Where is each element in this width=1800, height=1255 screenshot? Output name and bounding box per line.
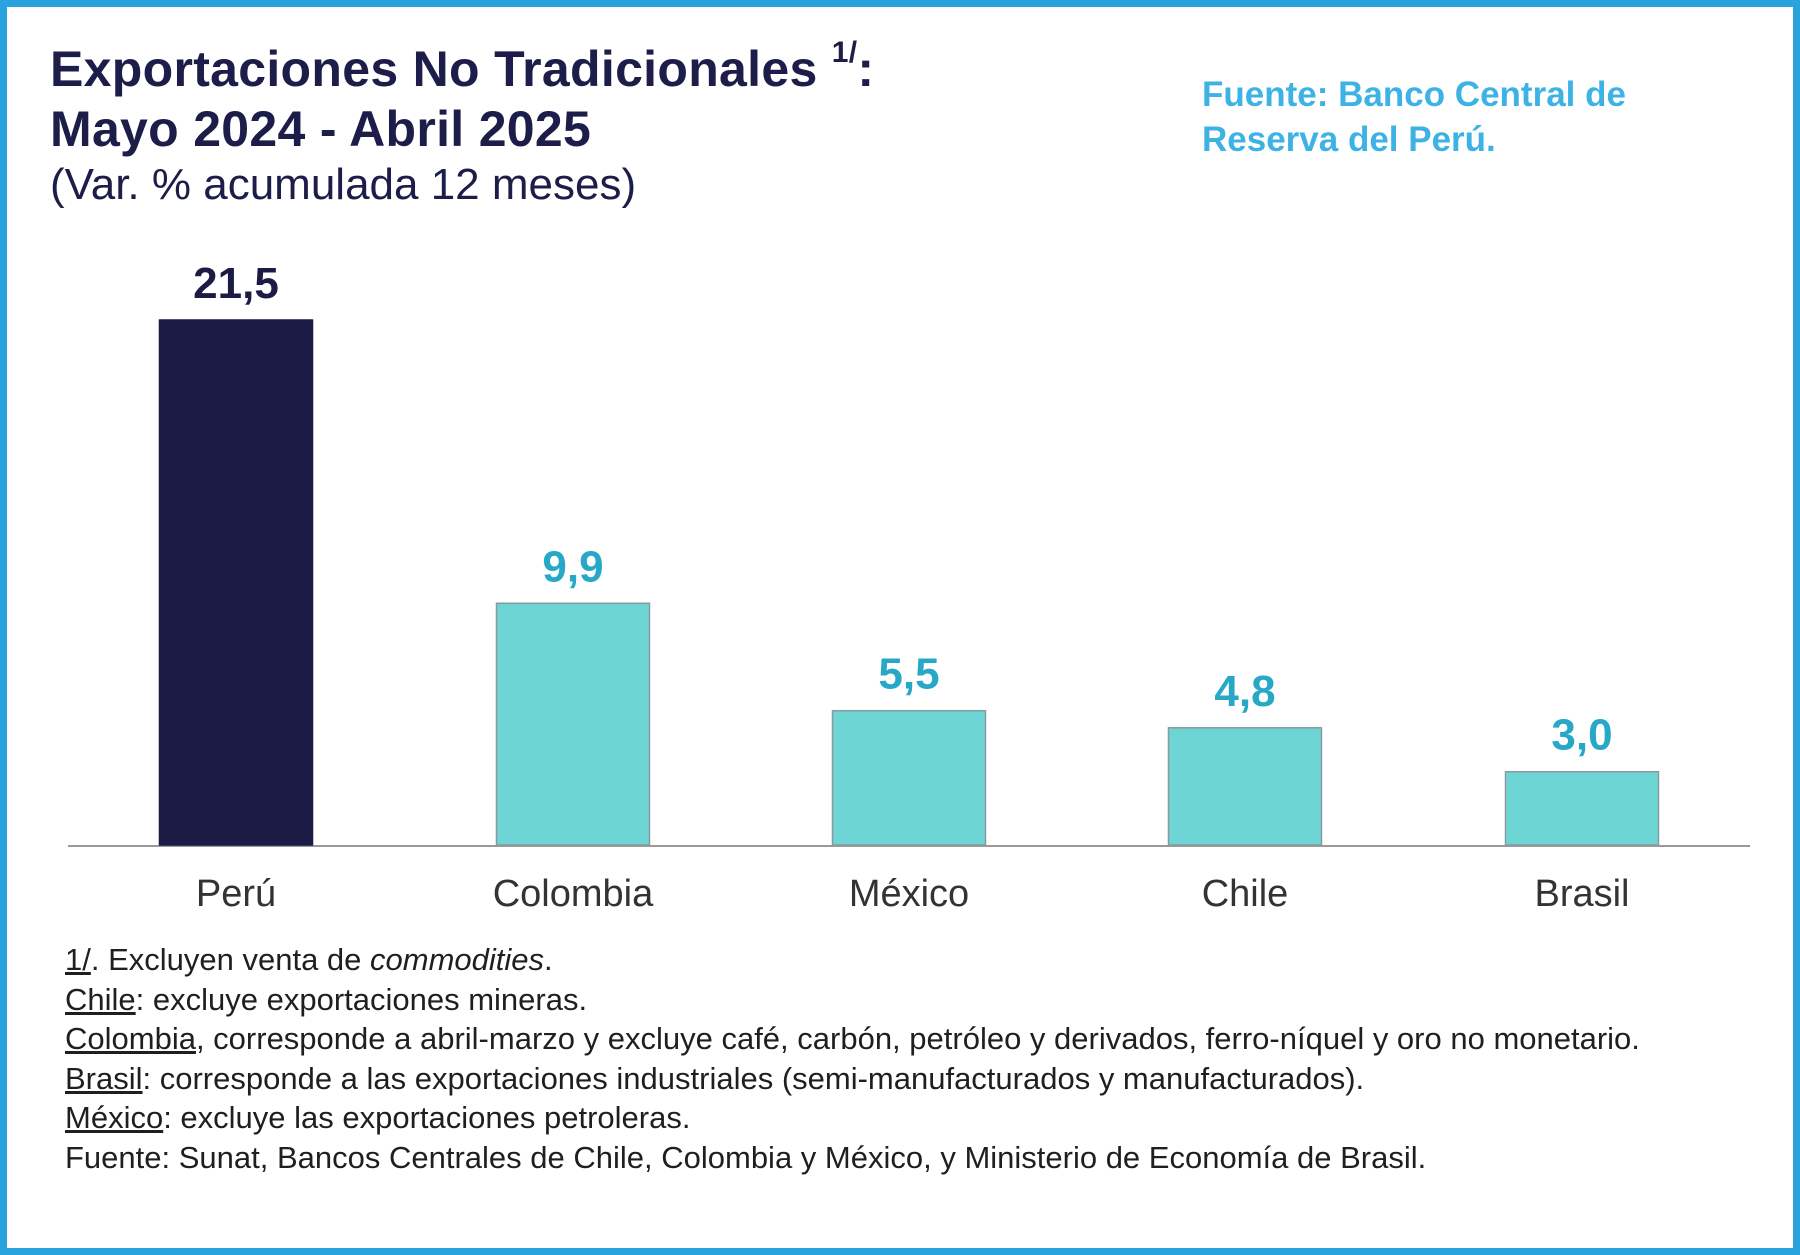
footnotes: 1/. Excluyen venta de commodities. Chile… [65, 940, 1765, 1177]
chart-title-line1: Exportaciones No Tradicionales 1/: [50, 36, 875, 97]
bar-colombia [495, 602, 651, 846]
footnote-1: 1/. Excluyen venta de commodities. [65, 942, 553, 977]
data-label-chile: 4,8 [1214, 667, 1275, 716]
footnote-chile: Chile: excluye exportaciones mineras. [65, 981, 588, 1017]
chart-title-line2: Mayo 2024 - Abril 2025 [50, 101, 592, 157]
source-note-top: Fuente: Banco Central de Reserva del Per… [1202, 75, 1626, 159]
bar-brasil [1504, 770, 1660, 846]
bar-perú [158, 319, 314, 846]
footnote-source: Fuente: Sunat, Bancos Centrales de Chile… [65, 1139, 1427, 1175]
footnote-brasil: Brasil: corresponde a las exportaciones … [65, 1060, 1365, 1096]
footnote-colombia: Colombia, corresponde a abril-marzo y ex… [65, 1021, 1640, 1056]
category-label-perú: Perú [196, 873, 276, 915]
data-label-méxico: 5,5 [878, 650, 939, 699]
bar-chile [1167, 727, 1323, 846]
category-label-chile: Chile [1202, 873, 1289, 915]
category-label-méxico: México [849, 873, 969, 915]
bar-méxico [831, 709, 987, 846]
category-label-brasil: Brasil [1534, 873, 1629, 915]
data-label-perú: 21,5 [193, 259, 279, 308]
footnote-mexico: México: excluye las exportaciones petrol… [65, 1100, 691, 1135]
chart-subtitle: (Var. % acumulada 12 meses) [50, 160, 637, 209]
data-label-brasil: 3,0 [1551, 711, 1612, 760]
title-footnote-mark: 1/ [831, 36, 858, 69]
data-label-colombia: 9,9 [542, 542, 603, 591]
category-label-colombia: Colombia [493, 873, 654, 915]
